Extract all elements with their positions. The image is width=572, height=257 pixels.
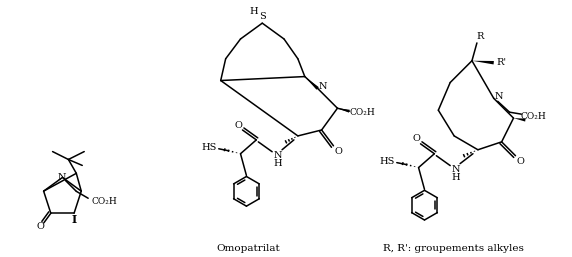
Text: CO₂H: CO₂H bbox=[91, 197, 117, 206]
Text: R, R': groupements alkyles: R, R': groupements alkyles bbox=[383, 244, 523, 253]
Text: O: O bbox=[335, 147, 343, 156]
Text: I: I bbox=[72, 214, 77, 225]
Text: O: O bbox=[517, 157, 525, 166]
Text: N: N bbox=[57, 173, 66, 182]
Polygon shape bbox=[337, 108, 349, 113]
Text: O: O bbox=[37, 222, 45, 231]
Text: HS: HS bbox=[201, 143, 217, 152]
Text: S: S bbox=[259, 12, 265, 21]
Polygon shape bbox=[514, 118, 526, 122]
Text: R': R' bbox=[496, 58, 507, 67]
Text: O: O bbox=[235, 121, 243, 130]
Polygon shape bbox=[305, 77, 319, 90]
Text: H: H bbox=[452, 173, 460, 182]
Polygon shape bbox=[472, 61, 494, 65]
Text: R: R bbox=[476, 32, 483, 41]
Text: H: H bbox=[274, 159, 283, 168]
Text: N: N bbox=[274, 151, 283, 160]
Text: H: H bbox=[249, 7, 257, 16]
Text: N: N bbox=[319, 82, 327, 91]
Text: N: N bbox=[452, 165, 460, 174]
Text: Omopatrilat: Omopatrilat bbox=[217, 244, 280, 253]
Text: HS: HS bbox=[379, 157, 395, 166]
Text: N: N bbox=[494, 92, 503, 101]
Text: CO₂H: CO₂H bbox=[521, 112, 546, 121]
Text: CO₂H: CO₂H bbox=[349, 108, 375, 117]
Text: O: O bbox=[412, 134, 420, 143]
